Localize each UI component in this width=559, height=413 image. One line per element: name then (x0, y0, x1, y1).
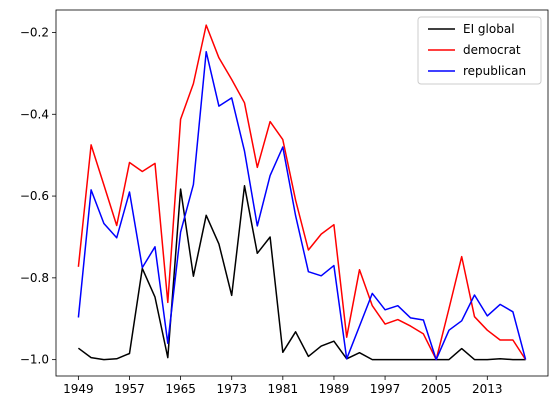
series-line-democrat (77, 24, 527, 361)
y-tick-label: −0.2 (20, 25, 49, 39)
series-line-ei-global (77, 185, 526, 361)
y-tick-label: −0.6 (20, 189, 49, 203)
x-tick-label: 1957 (114, 382, 145, 396)
legend: EI global democrat republican (417, 16, 542, 85)
y-axis: −1.0 −0.8 −0.6 −0.4 −0.2 (20, 25, 56, 367)
x-tick-label: 1949 (63, 382, 94, 396)
x-axis: 1949 1957 1965 1973 1981 1989 1997 2005 2013 (63, 376, 503, 396)
x-tick-label: 2013 (472, 382, 503, 396)
legend-label-ei-global: EI global (463, 22, 515, 36)
legend-label-democrat: democrat (463, 43, 521, 57)
y-tick-label: −0.8 (20, 271, 49, 285)
series-line-republican (77, 50, 527, 361)
x-tick-label: 1989 (319, 382, 350, 396)
x-tick-label: 1973 (216, 382, 247, 396)
series-layer (77, 24, 527, 361)
y-tick-label: −1.0 (20, 353, 49, 367)
x-tick-label: 2005 (421, 382, 452, 396)
legend-box (417, 16, 542, 85)
x-tick-label: 1965 (165, 382, 196, 396)
x-tick-label: 1997 (370, 382, 401, 396)
y-tick-label: −0.4 (20, 107, 49, 121)
x-tick-label: 1981 (268, 382, 299, 396)
legend-label-republican: republican (463, 64, 526, 78)
